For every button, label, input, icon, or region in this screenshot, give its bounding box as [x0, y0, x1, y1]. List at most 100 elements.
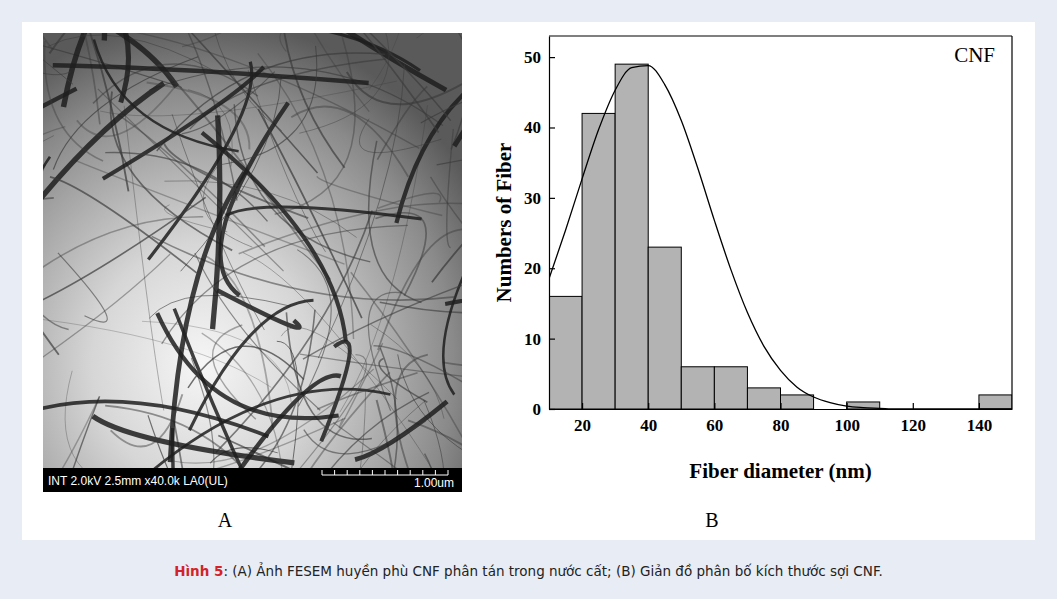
fiber — [203, 167, 252, 247]
y-tick: 50 — [524, 48, 555, 67]
x-tick-label: 100 — [834, 416, 860, 435]
fiber — [377, 86, 427, 159]
fiber — [291, 106, 408, 176]
fiber — [213, 115, 220, 329]
fiber — [50, 177, 197, 273]
y-axis: 01020304050 — [524, 37, 555, 419]
y-tick: 0 — [533, 400, 556, 419]
fiber — [152, 310, 315, 492]
fiber — [43, 401, 268, 436]
fiber — [432, 115, 462, 282]
fiber — [164, 143, 308, 218]
panel-label: B — [705, 509, 718, 531]
y-tick-mark — [549, 268, 555, 269]
fiber — [43, 217, 203, 367]
scale-bar-tick — [347, 470, 348, 475]
fiber — [49, 33, 229, 53]
fiber — [443, 347, 462, 369]
fiber — [157, 313, 338, 418]
frame-top — [549, 35, 1012, 36]
fiber — [454, 33, 462, 146]
fiber — [157, 53, 385, 151]
fiber — [162, 225, 408, 343]
x-tick: 120 — [901, 403, 927, 435]
x-tick-mark — [714, 403, 715, 409]
x-tick-mark — [847, 403, 848, 409]
y-tick-label: 0 — [533, 400, 542, 419]
y-tick: 30 — [524, 189, 555, 208]
fiber — [359, 119, 441, 153]
fibers — [43, 33, 462, 492]
x-axis-line — [550, 409, 1013, 410]
fiber — [43, 198, 54, 265]
x-tick: 40 — [640, 403, 657, 435]
scale-bar-tick — [322, 470, 323, 475]
caption: Hình 5: (A) Ảnh FESEM huyền phù CNF phân… — [174, 562, 883, 579]
fiber — [314, 33, 450, 121]
y-tick-mark — [549, 409, 555, 410]
figure: INT 2.0kV 2.5mm x40.0k LA0(UL)1.00um2040… — [0, 0, 1057, 599]
bar — [781, 395, 814, 409]
bar — [979, 395, 1012, 409]
x-tick-label: 80 — [773, 416, 790, 435]
fiber — [58, 253, 107, 322]
fiber — [43, 127, 65, 328]
panel-label: A — [218, 509, 233, 531]
x-tick-mark — [780, 403, 781, 409]
x-tick: 20 — [574, 403, 591, 435]
fiber — [152, 236, 455, 300]
fiber — [417, 33, 462, 40]
x-tick-label: 140 — [967, 416, 993, 435]
fiber — [43, 115, 59, 355]
fiber — [105, 152, 267, 221]
fiber — [421, 81, 462, 123]
fiber — [181, 76, 282, 271]
bar — [615, 64, 648, 409]
scale-bar-tick — [422, 470, 423, 475]
fiber — [317, 373, 417, 409]
y-tick-label: 20 — [524, 259, 541, 278]
x-tick: 140 — [967, 403, 993, 435]
fiber — [291, 355, 366, 479]
fiber — [378, 229, 462, 350]
scale-bar-tick — [397, 470, 398, 475]
fiber — [190, 59, 386, 129]
x-tick-mark — [979, 403, 980, 409]
fiber — [443, 238, 462, 395]
scale-bar — [322, 470, 448, 475]
fit-curve — [549, 66, 1012, 409]
caption-text: : (A) Ảnh FESEM huyền phù CNF phân tán t… — [223, 562, 882, 579]
histogram-panel: 2040608010012014001020304050Fiber diamet… — [492, 36, 1013, 483]
scale-bar-tick — [385, 470, 386, 475]
micrograph-ground — [43, 33, 462, 492]
x-tick-label: 20 — [574, 416, 591, 435]
fiber — [63, 33, 104, 41]
scale-bar-tick — [435, 470, 436, 475]
fiber — [43, 33, 73, 84]
fiber — [43, 157, 50, 304]
y-tick-label: 30 — [524, 189, 541, 208]
fiber — [53, 65, 369, 83]
fiber — [164, 205, 227, 232]
annotation: CNF — [954, 43, 995, 67]
fiber — [77, 85, 177, 137]
x-axis: 20406080100120140 — [550, 403, 1013, 435]
fiber — [149, 295, 290, 318]
x-tick-label: 120 — [901, 416, 927, 435]
fiber — [43, 89, 77, 213]
fiber — [213, 46, 317, 166]
fiber — [213, 325, 256, 419]
y-tick-label: 10 — [524, 330, 541, 349]
scale-bar-tick — [334, 470, 335, 475]
fiber — [188, 90, 232, 167]
fiber — [378, 193, 441, 208]
fiber — [111, 394, 183, 446]
bar — [582, 113, 615, 409]
fiber — [319, 33, 439, 133]
fiber — [431, 177, 462, 341]
caption-label: Hình 5 — [174, 563, 223, 579]
fiber — [182, 33, 311, 47]
y-tick: 20 — [524, 259, 555, 278]
info-bar — [43, 468, 462, 492]
scale-bar-label: 1.00um — [414, 476, 454, 490]
